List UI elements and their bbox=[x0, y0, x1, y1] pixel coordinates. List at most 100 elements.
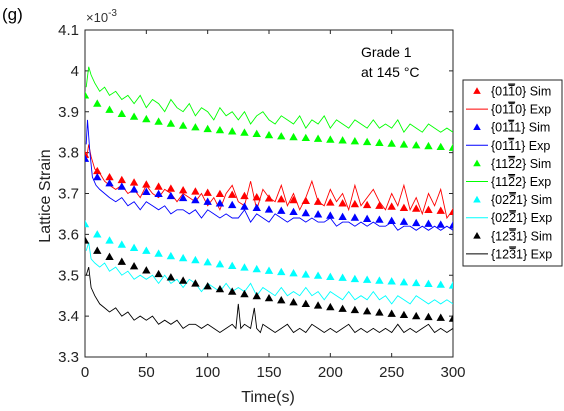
legend: {0110} Sim {0110} Exp {0111} Sim {0111} Exp… bbox=[462, 79, 563, 267]
data-point-marker bbox=[166, 251, 176, 260]
legend-marker-swatch bbox=[473, 159, 481, 167]
data-point-marker bbox=[93, 230, 102, 238]
data-point-marker bbox=[277, 132, 286, 140]
data-point-marker bbox=[326, 211, 335, 219]
data-point-marker bbox=[215, 189, 225, 198]
plot-area: 0 50 100 150 200 250 300 3.3 3.4 3.5 3.6 3.7 3.8 3.9 4… bbox=[58, 22, 465, 381]
series-4 bbox=[85, 91, 453, 151]
y-tick-label: 3.4 bbox=[58, 308, 79, 325]
data-point-marker bbox=[178, 121, 188, 129]
data-point-marker bbox=[362, 307, 372, 315]
data-point-marker bbox=[166, 119, 176, 127]
data-point-marker bbox=[399, 203, 409, 211]
legend-entry: {0221} Exp bbox=[466, 211, 552, 225]
data-point-marker bbox=[166, 273, 176, 281]
data-point-marker bbox=[387, 139, 396, 147]
data-point-marker bbox=[399, 217, 409, 225]
legend-label: {0110} Exp bbox=[491, 103, 551, 117]
data-point-marker bbox=[375, 276, 384, 284]
y-tick-label: 3.8 bbox=[58, 145, 79, 162]
data-point-marker bbox=[191, 279, 200, 287]
legend-entry: {1122} Exp bbox=[466, 175, 551, 189]
data-point-marker bbox=[448, 207, 453, 216]
data-point-marker bbox=[362, 200, 372, 209]
data-point-marker bbox=[313, 134, 323, 142]
data-point-marker bbox=[424, 312, 433, 321]
data-point-marker bbox=[142, 187, 151, 196]
data-point-marker bbox=[85, 219, 90, 228]
data-point-marker bbox=[338, 273, 347, 281]
series-2 bbox=[85, 154, 453, 229]
data-point-marker bbox=[436, 142, 445, 151]
data-point-marker bbox=[93, 246, 102, 254]
legend-box bbox=[462, 79, 563, 267]
data-point-marker bbox=[228, 200, 237, 209]
series-7 bbox=[85, 242, 453, 305]
y-tick-label: 3.7 bbox=[58, 186, 79, 203]
data-point-marker bbox=[424, 141, 433, 150]
data-point-marker bbox=[412, 278, 421, 287]
data-point-marker bbox=[154, 182, 163, 190]
data-point-marker bbox=[448, 143, 453, 151]
series-line bbox=[85, 266, 453, 334]
data-point-marker bbox=[289, 207, 298, 216]
data-point-marker bbox=[154, 189, 163, 198]
annotation-temperature: at 145 °C bbox=[361, 64, 420, 80]
annotation-grade: Grade 1 bbox=[361, 44, 412, 60]
data-point-marker bbox=[203, 257, 212, 266]
data-point-marker bbox=[387, 309, 396, 317]
data-point-marker bbox=[117, 257, 126, 265]
data-point-marker bbox=[203, 188, 212, 196]
y-tick-label: 4 bbox=[71, 63, 79, 80]
data-point-marker bbox=[85, 236, 90, 244]
data-point-marker bbox=[215, 284, 225, 293]
data-point-marker bbox=[178, 186, 188, 194]
data-point-marker bbox=[203, 197, 212, 205]
panel-label: (g) bbox=[2, 5, 23, 24]
data-point-marker bbox=[228, 261, 237, 269]
legend-marker-swatch bbox=[473, 123, 481, 131]
data-point-marker bbox=[166, 191, 176, 200]
data-point-marker bbox=[289, 132, 298, 141]
data-point-marker bbox=[412, 204, 421, 212]
data-point-marker bbox=[142, 180, 151, 188]
x-axis-label: Time(s) bbox=[241, 389, 295, 406]
y-tick-label: 3.5 bbox=[58, 267, 79, 284]
data-point-marker bbox=[105, 105, 114, 113]
data-point-marker bbox=[399, 140, 409, 148]
data-point-marker bbox=[375, 201, 384, 209]
data-point-marker bbox=[362, 137, 372, 146]
data-point-marker bbox=[412, 141, 421, 149]
series-line bbox=[85, 119, 453, 231]
data-point-marker bbox=[338, 136, 347, 144]
data-point-marker bbox=[277, 295, 286, 304]
data-point-marker bbox=[215, 125, 225, 134]
legend-entry: {1122} Sim bbox=[473, 157, 551, 171]
data-point-marker bbox=[117, 182, 126, 190]
data-point-marker bbox=[240, 263, 249, 271]
data-point-marker bbox=[203, 282, 212, 290]
data-point-marker bbox=[424, 219, 433, 227]
data-point-marker bbox=[105, 252, 114, 261]
data-point-marker bbox=[350, 305, 360, 314]
data-point-marker bbox=[313, 271, 323, 279]
data-point-marker bbox=[412, 218, 421, 227]
data-point-marker bbox=[228, 287, 237, 295]
legend-entry: {1231} Exp bbox=[466, 247, 552, 261]
data-point-marker bbox=[117, 175, 126, 184]
data-point-marker bbox=[313, 301, 323, 309]
x-tick-label: 0 bbox=[81, 364, 89, 381]
data-point-marker bbox=[240, 128, 249, 136]
data-point-marker bbox=[264, 266, 274, 274]
data-point-marker bbox=[289, 298, 298, 306]
data-point-marker bbox=[252, 291, 261, 300]
data-point-marker bbox=[387, 277, 396, 285]
data-point-marker bbox=[240, 202, 249, 210]
y-tick-label: 3.6 bbox=[58, 226, 79, 243]
data-point-marker bbox=[448, 314, 453, 322]
legend-label: {0110} Sim bbox=[491, 85, 551, 99]
data-point-marker bbox=[129, 185, 139, 193]
x-tick-label: 150 bbox=[256, 364, 281, 381]
legend-entry: {1231} Sim bbox=[473, 229, 552, 243]
